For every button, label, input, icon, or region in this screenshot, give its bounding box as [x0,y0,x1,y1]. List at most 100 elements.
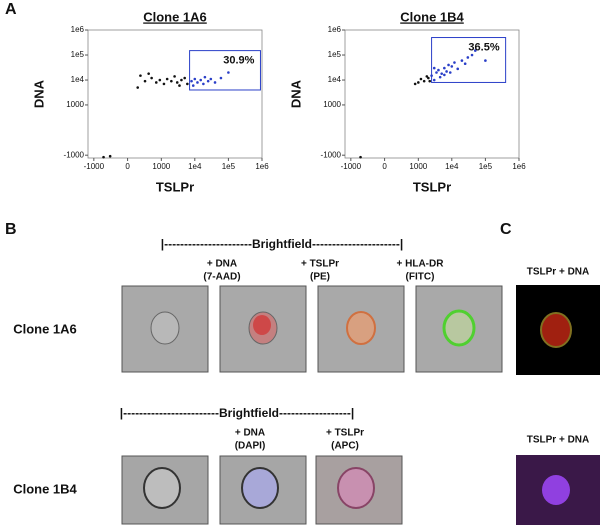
point [147,72,150,75]
x-tick-label: 0 [382,162,387,171]
point [173,75,176,78]
point [359,155,362,159]
point [463,62,467,65]
point [413,82,417,86]
x-tick-label: 1000 [152,162,170,171]
point [190,79,193,83]
x-tick-label: 1000 [409,162,427,171]
x-tick-label: 1e4 [445,162,459,171]
micrograph-row [121,285,503,373]
point [209,77,213,81]
plot-area [344,29,520,159]
caption: TSLPr + DNA [527,267,590,278]
point [193,77,197,81]
point [422,79,426,83]
point [484,59,487,62]
y-axis-label: DNA [288,79,303,108]
point [143,79,147,83]
cell [540,312,572,348]
point [186,82,189,86]
y-tick-label: 1e5 [71,50,85,59]
column-label: + DNA [207,259,237,270]
x-tick-label: 1e4 [188,162,202,171]
x-tick-label: -1000 [341,162,362,171]
point [447,63,450,67]
point [470,53,474,57]
column-label: + TSLPr [301,259,339,270]
point [417,81,420,84]
point [432,78,436,82]
x-tick-label: 1e6 [255,162,269,171]
panel-label: A [5,1,17,18]
point [139,74,142,77]
x-tick-label: 0 [125,162,130,171]
bracket: |------------------------Brightfield----… [120,406,355,420]
gate [189,50,261,91]
gate-label: 36.5% [468,41,499,53]
column-label: (FITC) [406,272,435,283]
point [180,78,183,82]
point [170,79,173,83]
point [196,81,199,84]
point [453,61,456,64]
panel-label: B [5,221,17,238]
micrograph-row [121,455,403,525]
column-label: + DNA [235,428,265,439]
point [443,73,446,77]
point [175,81,179,84]
point [440,72,443,75]
point [202,82,205,86]
point [427,76,430,80]
point [473,49,477,52]
y-tick-label: -1000 [64,150,85,159]
column-label: (PE) [310,272,330,283]
y-tick-label: 1e6 [71,25,85,34]
y-tick-label: 1e4 [328,75,342,84]
x-tick-label: -1000 [84,162,105,171]
y-tick-label: 1000 [66,100,84,109]
x-tick-label: 1e5 [479,162,493,171]
column-label: + HLA-DR [397,259,445,270]
point [162,82,166,86]
plot-area [87,29,263,159]
point [445,70,448,73]
y-tick-label: 1e4 [71,75,85,84]
point [191,84,195,87]
y-tick-label: 1000 [323,100,341,109]
column-label: (DAPI) [235,441,266,452]
point [432,66,436,70]
point [206,79,210,83]
chart-title: Clone 1B4 [400,9,464,24]
gate-label: 30.9% [223,55,254,67]
point [456,67,460,71]
point [227,71,230,74]
point [136,86,140,89]
point [425,75,429,78]
column-label: + TSLPr [326,428,364,439]
point [150,76,153,80]
point [154,81,158,84]
point [438,75,442,79]
column-label: (APC) [331,441,359,452]
point [466,56,470,59]
point [437,68,440,72]
column-label: (7-AAD) [203,272,240,283]
point [213,81,217,84]
point [203,75,207,79]
x-axis-label: TSLPr [413,179,451,194]
point [158,78,162,82]
x-tick-label: 1e6 [512,162,526,171]
point [443,66,446,70]
point [435,71,438,74]
panel-label: C [500,221,512,238]
y-axis-label: DNA [31,79,46,108]
point [448,71,452,74]
row-label: Clone 1B4 [13,481,77,496]
point [219,76,223,80]
point [419,77,423,81]
gate [431,37,507,83]
x-tick-label: 1e5 [222,162,236,171]
point [199,78,203,82]
point [428,79,432,83]
